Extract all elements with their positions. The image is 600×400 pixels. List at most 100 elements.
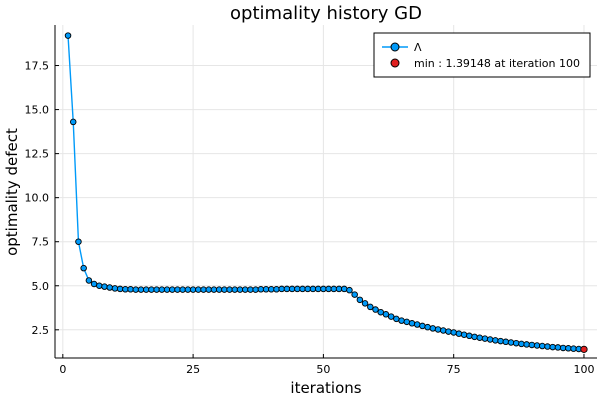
x-axis-label: iterations	[290, 379, 361, 397]
data-point	[278, 285, 285, 293]
data-point	[434, 326, 442, 333]
x-tick-label: 25	[186, 363, 200, 376]
data-point	[512, 339, 520, 347]
data-point	[533, 342, 541, 349]
series-line	[67, 35, 585, 351]
data-point	[330, 285, 338, 293]
ticks-layer: 0 25 50 75 100 2.5 5.0 7.5 10.0 12.5 15.0 17.5	[25, 60, 595, 376]
data-point	[101, 283, 108, 290]
legend-marker-min	[390, 58, 400, 68]
data-point	[231, 286, 239, 293]
chart-title: optimality history GD	[230, 3, 422, 24]
data-point	[127, 286, 134, 293]
data-point	[528, 341, 536, 349]
data-point	[132, 286, 140, 293]
data-point	[221, 286, 228, 293]
legend-box	[373, 32, 591, 78]
y-tick-label: 17.5	[25, 60, 50, 73]
min-point	[580, 345, 588, 353]
x-tick-label: 0	[59, 363, 66, 376]
data-point	[502, 338, 510, 346]
data-point	[236, 286, 244, 293]
data-point	[226, 286, 233, 293]
data-point	[69, 118, 77, 126]
data-point	[518, 340, 525, 348]
data-point	[294, 285, 301, 293]
series-layer	[64, 32, 588, 353]
data-point	[549, 343, 556, 351]
data-point	[429, 325, 437, 332]
data-point	[419, 322, 426, 330]
data-point	[346, 286, 353, 294]
data-point	[466, 332, 473, 340]
data-point	[137, 286, 145, 293]
data-point	[189, 286, 197, 293]
data-point	[570, 345, 577, 352]
data-point	[481, 335, 489, 342]
data-point	[283, 285, 291, 293]
x-tick-label: 100	[573, 363, 594, 376]
data-point	[325, 285, 332, 293]
data-point	[476, 334, 483, 341]
data-point	[288, 285, 296, 293]
data-point	[158, 286, 166, 293]
data-point	[247, 286, 254, 293]
data-point	[90, 280, 98, 288]
data-point	[361, 300, 369, 307]
data-point	[85, 277, 93, 284]
data-point	[184, 286, 192, 293]
data-point	[96, 282, 103, 290]
data-point	[252, 286, 259, 293]
data-point	[163, 286, 171, 293]
data-point	[75, 238, 82, 245]
data-point	[215, 286, 223, 293]
data-point	[304, 285, 312, 293]
data-point	[210, 286, 218, 293]
data-point	[497, 337, 504, 345]
y-tick-label: 7.5	[32, 236, 50, 249]
data-point	[299, 285, 306, 293]
data-point	[440, 327, 447, 334]
data-point	[382, 311, 390, 318]
axes-layer	[54, 25, 597, 359]
data-point	[367, 303, 374, 311]
data-point	[455, 330, 463, 337]
legend-marker-series	[390, 42, 400, 52]
y-tick-label: 15.0	[25, 104, 50, 117]
data-point	[195, 286, 202, 293]
y-tick-label: 2.5	[32, 324, 50, 337]
data-point	[565, 345, 572, 352]
data-point	[445, 328, 452, 335]
data-point	[356, 296, 364, 304]
y-axis-label: optimality defect	[3, 128, 21, 256]
data-point	[492, 337, 499, 344]
data-point	[387, 313, 395, 320]
data-point	[153, 286, 160, 293]
data-point	[450, 329, 457, 336]
data-point	[257, 286, 265, 293]
data-point	[205, 286, 212, 293]
data-point	[200, 286, 207, 293]
y-tick-label: 10.0	[25, 192, 50, 205]
data-point	[122, 286, 129, 293]
data-point	[241, 286, 249, 293]
data-point	[116, 285, 124, 293]
data-point	[554, 344, 562, 351]
data-point	[544, 343, 551, 350]
data-point	[314, 285, 322, 293]
data-point	[460, 331, 468, 338]
data-point	[340, 285, 348, 293]
legend-label-min: min : 1.39148 at iteration 100	[414, 57, 580, 70]
data-point	[320, 285, 327, 293]
data-point	[169, 286, 176, 293]
data-point	[179, 286, 186, 293]
data-point	[393, 315, 400, 323]
x-tick-label: 75	[447, 363, 461, 376]
data-point	[351, 291, 358, 298]
data-point	[486, 336, 494, 343]
data-point	[148, 286, 155, 293]
data-point	[523, 341, 530, 348]
data-point	[64, 32, 72, 39]
y-tick-label: 5.0	[32, 280, 50, 293]
